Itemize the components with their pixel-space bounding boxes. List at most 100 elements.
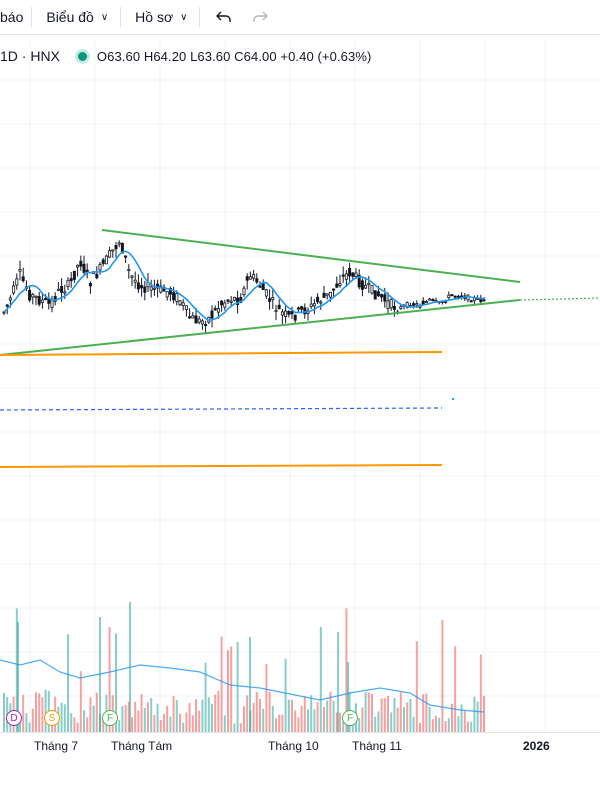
volume-bar [17,622,19,732]
time-axis-label: Tháng 11 [352,739,402,753]
volume-bar [124,704,127,732]
candle-body [191,315,195,319]
dividend-event-icon[interactable]: D [6,710,22,726]
candle-body [232,297,236,301]
candle-body [264,289,268,297]
candle-body [341,274,345,277]
toolbar-divider [31,7,33,27]
chevron-down-icon: ∨ [180,11,188,23]
candle-body [245,276,249,281]
volume-bar [435,715,437,732]
volume-bar [406,702,409,732]
volume-bar [246,695,249,732]
volume-bar [337,632,339,732]
top-toolbar: báo Biểu đồ ∨ Hồ sơ ∨ [0,0,600,35]
candle-body [312,303,316,307]
candle-body [328,291,332,298]
volume-bar [425,693,428,732]
volume-bar [198,710,201,732]
chart-type-button[interactable]: Biểu đồ ∨ [32,0,120,34]
volume-bar [377,711,380,732]
price-chart[interactable] [0,40,600,732]
candle-body [453,295,457,298]
volume-bar [172,696,175,732]
volume-bar [323,706,325,732]
volume-bar [316,702,319,732]
event-letter: D [10,712,18,724]
candle-body [82,263,86,273]
volume-bar [358,718,361,732]
volume-bar [255,692,258,732]
volume-bar [35,692,37,732]
volume-bar [347,662,349,732]
split-event-icon[interactable]: S [44,710,60,726]
volume-bar [390,712,393,732]
candle-body [18,269,22,272]
candle-body [165,291,169,298]
volume-bar [150,697,153,732]
volume-bar [364,692,367,732]
volume-bar [41,697,44,732]
volume-bar [121,706,124,732]
candle-body [293,314,297,321]
volume-bar [409,698,412,732]
volume-bar [479,654,482,732]
candle-body [140,285,144,289]
volume-bar [143,707,146,732]
volume-bar [291,699,293,732]
undo-icon [216,11,232,22]
volume-bar [227,650,229,732]
candle-body [168,288,172,295]
candle-body [200,320,204,325]
volume-bar [476,701,479,732]
lower-trendline [0,299,521,356]
candle-body [274,309,278,312]
candle-body [370,284,374,294]
candle-body [21,276,25,282]
candle-body [194,315,198,324]
candle-body [380,294,384,298]
candle-body [284,310,288,317]
volume-bar [460,704,463,732]
candle-body [37,296,41,305]
candle-body [322,292,326,298]
candle-body [181,302,185,306]
volume-bar [422,694,425,732]
profile-button[interactable]: Hồ sơ ∨ [121,0,199,34]
volume-bar [252,702,255,732]
undo-button[interactable] [206,0,242,34]
volume-ma-line [0,659,485,713]
candle-body [220,300,224,306]
candle-body [111,249,115,252]
alerts-button[interactable]: báo [0,0,31,34]
redo-button[interactable] [242,0,278,34]
time-axis[interactable] [0,732,600,761]
event-letter: F [106,712,114,724]
alerts-label: báo [0,9,24,25]
candle-body [252,274,256,279]
marker-dot [451,397,455,401]
candle-body [44,298,48,301]
candle-body [248,276,252,280]
candle-body [386,300,390,309]
volume-bar [367,692,370,732]
market-status-icon [77,51,87,61]
volume-bar [79,671,82,732]
candle-body [303,307,307,315]
volume-bar [419,722,421,732]
volume-bar [380,698,383,732]
candle-body [389,299,393,309]
candle-body [60,286,64,293]
volume-bar [444,721,447,732]
redo-icon [253,11,269,22]
candle-body [316,296,320,303]
candle-body [216,308,220,313]
volume-bar [31,708,34,732]
volume-bar [329,691,332,732]
volume-bar [326,700,329,732]
candle-body [277,304,281,310]
financials-event-icon[interactable]: F [102,710,118,726]
candle-body [159,285,163,293]
financials-event-icon[interactable]: F [342,710,358,726]
volume-bar [467,721,469,732]
